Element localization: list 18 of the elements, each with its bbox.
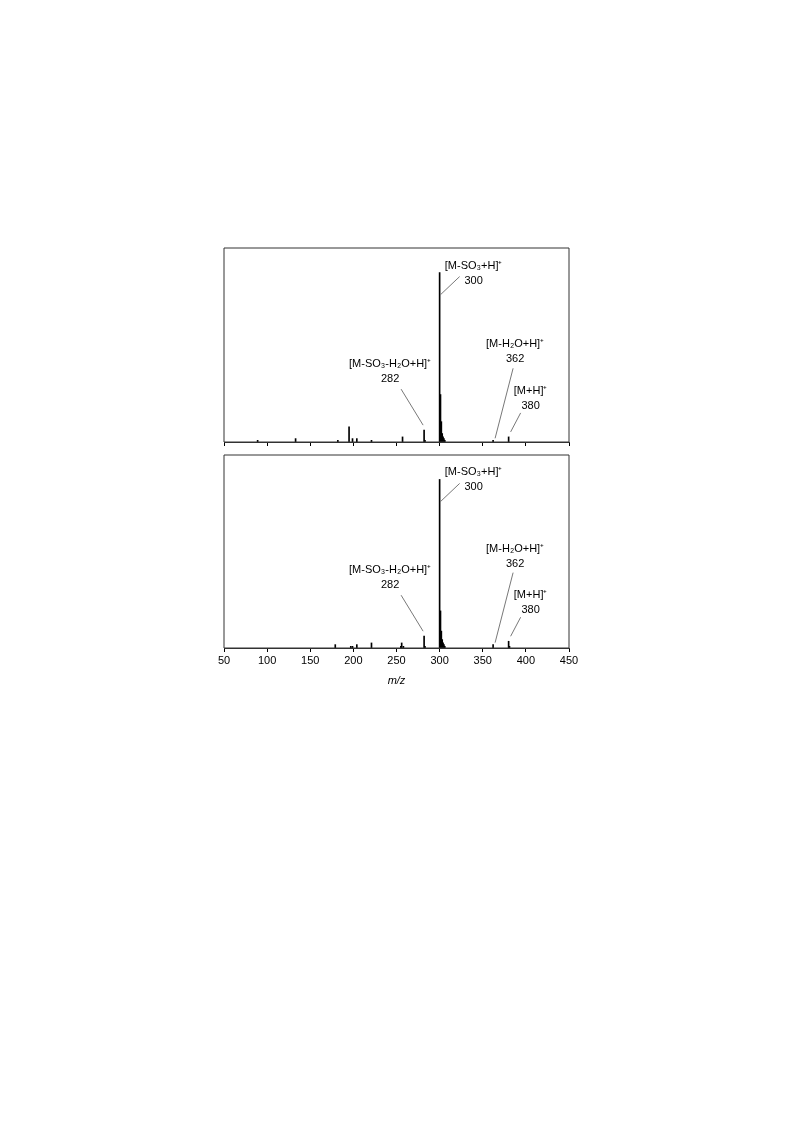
x-tick-label: 50 xyxy=(217,653,231,666)
annotation: [M-SO₃-H₂O+H]⁺ 282 xyxy=(349,563,432,591)
annotation: [M-H₂O+H]⁺ 362 xyxy=(486,337,545,365)
x-tick-label: 300 xyxy=(430,653,449,666)
x-axis-title: m/z xyxy=(387,674,406,687)
x-tick-label: 250 xyxy=(387,653,406,666)
annotation: [M-SO₃+H]⁺ 300 xyxy=(444,465,503,493)
x-tick-label: 100 xyxy=(257,653,277,666)
annotation: [M+H]⁺ 380 xyxy=(513,588,548,616)
annotation: [M-SO₃-H₂O+H]⁺ 282 xyxy=(349,357,432,385)
x-tick-label: 200 xyxy=(344,653,363,666)
x-tick-label: 150 xyxy=(301,653,320,666)
annotation: [M-H₂O+H]⁺ 362 xyxy=(486,541,545,569)
x-tick-label: 450 xyxy=(559,653,579,666)
annotation: [M+H]⁺ 380 xyxy=(513,383,548,411)
x-tick-label: 350 xyxy=(473,653,492,666)
annotation: [M-SO₃+H]⁺ 300 xyxy=(444,258,503,286)
x-tick-label: 400 xyxy=(516,653,536,666)
